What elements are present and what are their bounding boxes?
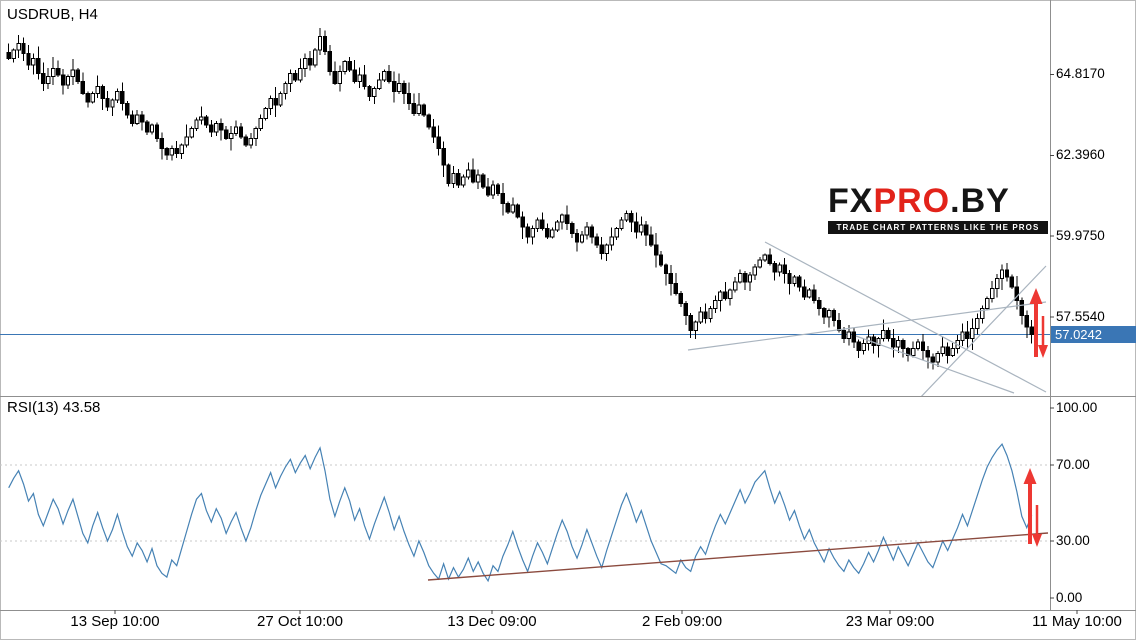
logo-pro-text: PRO	[873, 182, 951, 220]
time-tick-label: 27 Oct 10:00	[257, 613, 343, 630]
logo-by-text: .BY	[950, 182, 1010, 220]
time-tick-label: 23 Mar 09:00	[845, 613, 935, 630]
time-tick-label: 13 Dec 09:00	[447, 613, 537, 630]
price-tick-label: 62.3960	[1056, 147, 1105, 163]
price-tick-label: 57.5540	[1056, 308, 1105, 324]
price-tick-label: 64.8170	[1056, 66, 1105, 82]
rsi-tick-label: 30.00	[1056, 533, 1090, 548]
rsi-tick-label: 0.00	[1056, 590, 1083, 606]
rsi-indicator-label: RSI(13) 43.58	[7, 399, 101, 416]
time-tick-label: 11 May 10:00	[1032, 613, 1122, 630]
price-trendlines	[687, 241, 1047, 396]
logo-fx-text: FX	[828, 182, 874, 220]
price-tick-label: 59.9750	[1056, 228, 1105, 244]
fxpro-logo: FXPRO.BY	[828, 184, 1048, 218]
rsi-line	[8, 442, 1033, 583]
rsi-trendline	[427, 532, 1049, 581]
rsi-tick-label: 100.00	[1056, 399, 1098, 415]
watermark-tagline: TRADE CHART PATTERNS LIKE THE PROS	[828, 221, 1048, 234]
time-tick-label: 2 Feb 09:00	[641, 613, 723, 630]
fxpro-watermark: FXPRO.BY TRADE CHART PATTERNS LIKE THE P…	[828, 184, 1048, 234]
current-price-value: 57.0242	[1055, 326, 1102, 342]
symbol-timeframe-label: USDRUB, H4	[7, 6, 98, 23]
current-price-badge: 57.0242	[1051, 325, 1136, 343]
rsi-tick-label: 70.00	[1056, 456, 1090, 472]
time-tick-label: 13 Sep 10:00	[70, 613, 160, 630]
price-candles	[6, 27, 1034, 370]
